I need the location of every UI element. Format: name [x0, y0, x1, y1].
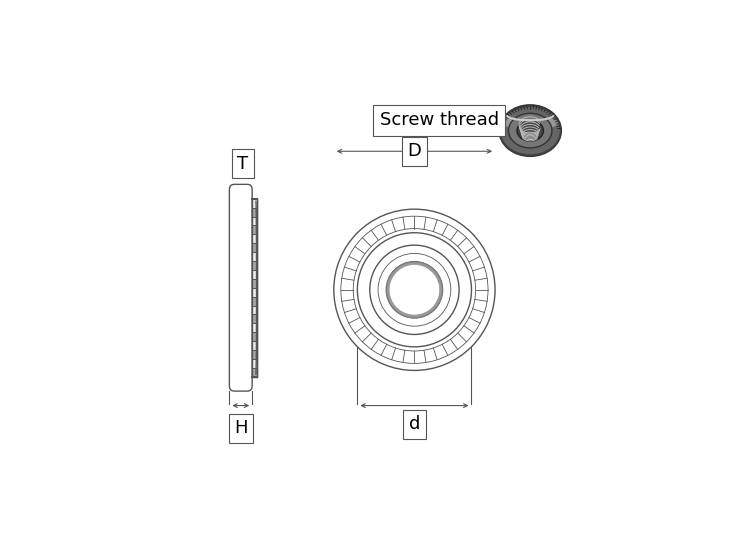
Bar	[252, 288, 257, 296]
Text: d: d	[408, 415, 420, 433]
Bar	[252, 279, 257, 288]
Bar	[252, 199, 257, 376]
Bar	[252, 199, 257, 208]
Bar	[252, 341, 257, 350]
Bar	[252, 261, 257, 270]
Bar	[252, 208, 257, 216]
Ellipse shape	[509, 113, 552, 148]
Bar	[252, 252, 257, 261]
Ellipse shape	[517, 120, 543, 141]
Ellipse shape	[501, 117, 559, 129]
Bar	[252, 368, 257, 376]
Bar	[252, 332, 257, 341]
Text: D: D	[408, 142, 422, 160]
Bar	[252, 270, 257, 279]
Bar	[252, 296, 257, 306]
Text: T: T	[237, 155, 249, 173]
Bar	[252, 226, 257, 234]
Bar	[252, 314, 257, 323]
Ellipse shape	[499, 105, 561, 156]
Bar	[252, 234, 257, 243]
FancyBboxPatch shape	[229, 184, 252, 391]
Text: Screw thread: Screw thread	[380, 111, 498, 129]
Bar	[252, 350, 257, 359]
Bar	[252, 323, 257, 332]
Text: H: H	[234, 419, 247, 437]
Bar	[252, 243, 257, 252]
Bar	[252, 359, 257, 368]
Bar	[252, 216, 257, 226]
Bar	[252, 306, 257, 314]
